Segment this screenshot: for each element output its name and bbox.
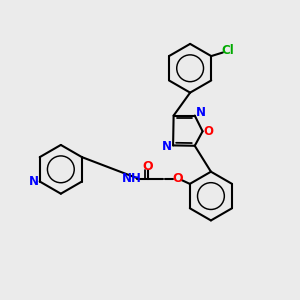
Text: NH: NH bbox=[122, 172, 142, 185]
Text: N: N bbox=[196, 106, 206, 119]
Text: Cl: Cl bbox=[221, 44, 234, 57]
Text: N: N bbox=[29, 175, 39, 188]
Text: O: O bbox=[172, 172, 183, 185]
Text: N: N bbox=[162, 140, 172, 153]
Text: O: O bbox=[142, 160, 153, 172]
Text: O: O bbox=[203, 125, 214, 138]
